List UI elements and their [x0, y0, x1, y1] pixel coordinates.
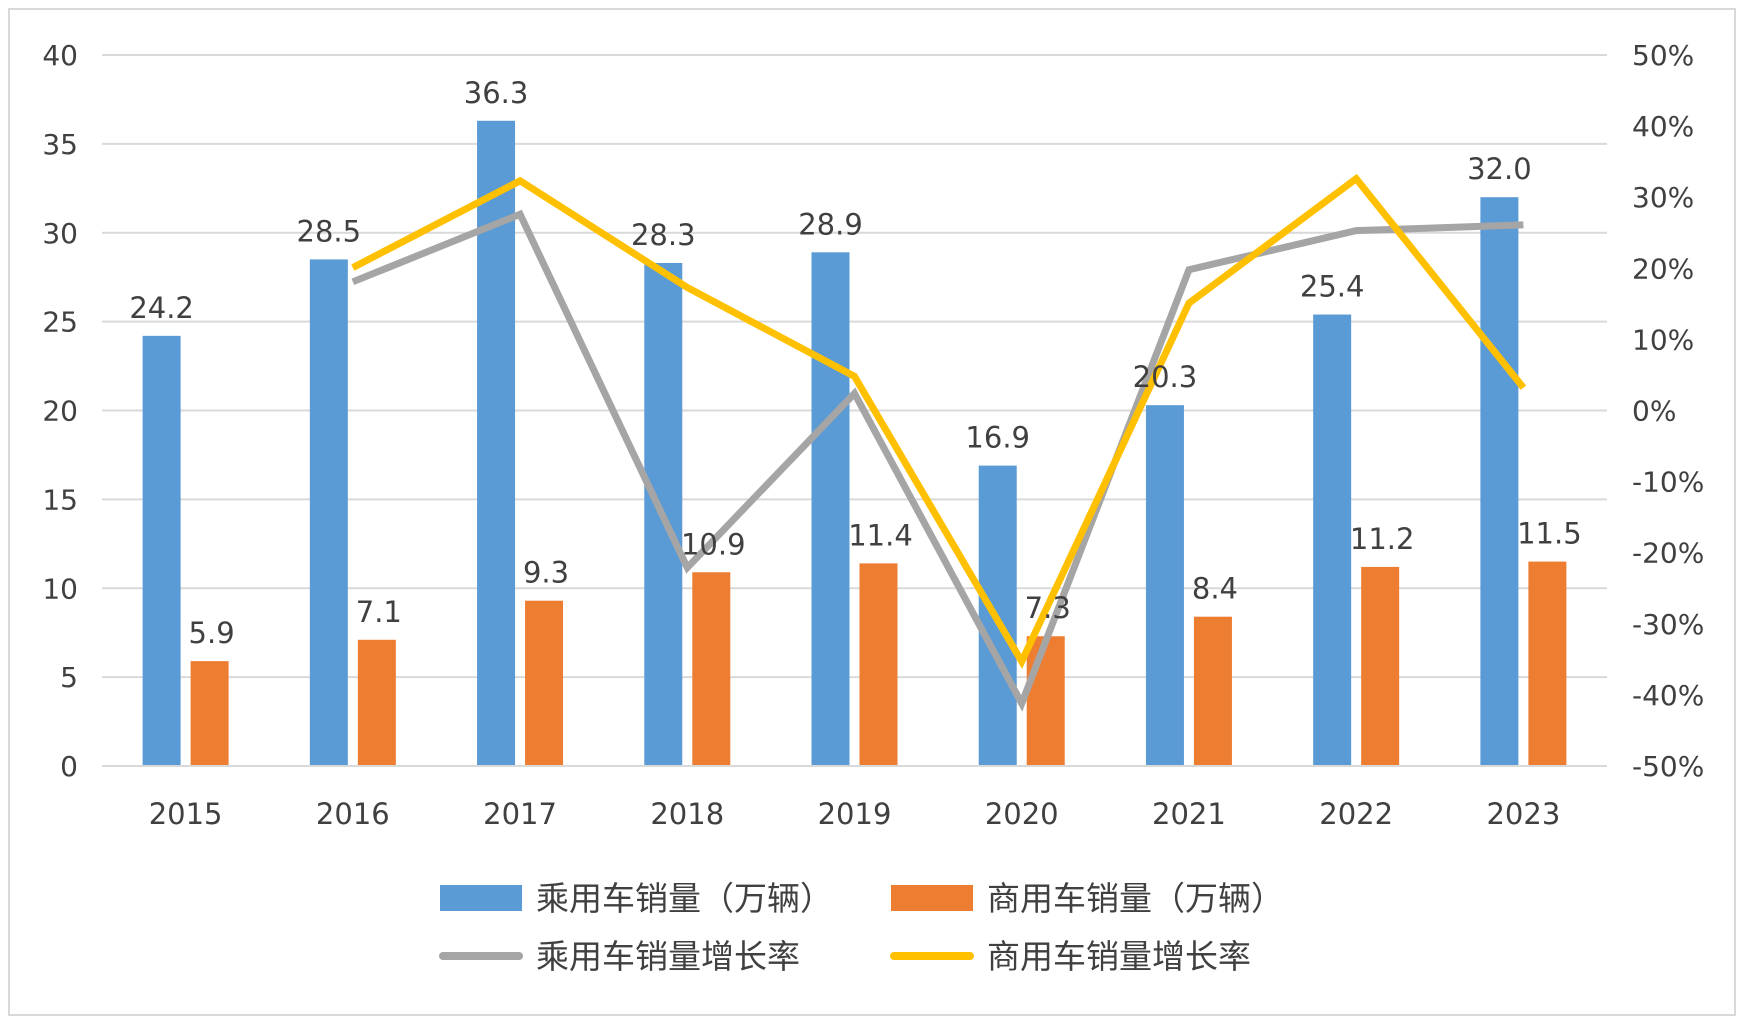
right-tick-label: 40%: [1632, 110, 1694, 143]
data-label: 24.2: [129, 291, 194, 325]
left-tick-label: 10: [42, 572, 78, 605]
data-label: 9.3: [523, 556, 569, 590]
data-label: 11.2: [1350, 522, 1415, 556]
right-tick-label: -20%: [1632, 537, 1704, 570]
left-tick-label: 0: [60, 750, 78, 783]
bar-passenger: [309, 259, 348, 766]
bar-passenger: [1313, 314, 1352, 766]
left-tick-label: 20: [42, 395, 78, 428]
data-label: 7.3: [1025, 591, 1071, 625]
x-tick-label: 2022: [1319, 797, 1393, 831]
data-label: 11.5: [1517, 517, 1582, 551]
legend-label: 乘用车销量增长率: [536, 937, 800, 976]
data-label: 25.4: [1300, 270, 1365, 304]
data-label: 5.9: [189, 616, 235, 650]
x-tick-label: 2018: [650, 797, 724, 831]
right-tick-label: -30%: [1632, 608, 1704, 641]
x-tick-label: 2019: [818, 797, 892, 831]
line-commercial-growth: [351, 173, 1527, 670]
left-tick-label: 35: [42, 128, 78, 161]
data-label: 28.3: [631, 218, 696, 252]
legend-label: 商用车销量增长率: [987, 937, 1251, 976]
bar-commercial: [1528, 561, 1567, 766]
left-tick-label: 30: [42, 217, 78, 250]
x-tick-label: 2017: [483, 797, 557, 831]
right-tick-label: 0%: [1632, 395, 1676, 428]
right-tick-label: -10%: [1632, 466, 1704, 499]
right-tick-label: 10%: [1632, 323, 1694, 356]
data-label: 20.3: [1133, 360, 1198, 394]
data-label: 28.5: [297, 214, 362, 248]
x-tick-label: 2016: [316, 797, 390, 831]
data-label: 36.3: [464, 76, 529, 110]
right-tick-label: -40%: [1632, 679, 1704, 712]
left-tick-label: 25: [42, 306, 78, 339]
bar-passenger: [142, 335, 181, 766]
legend-swatch: [440, 885, 522, 911]
left-tick-label: 15: [42, 483, 78, 516]
bar-passenger: [811, 252, 850, 767]
data-label: 8.4: [1192, 572, 1238, 606]
data-label: 28.9: [798, 207, 863, 241]
left-tick-label: 40: [42, 39, 78, 72]
right-tick-label: -50%: [1632, 750, 1704, 783]
bar-commercial: [692, 572, 731, 766]
x-tick-label: 2020: [985, 797, 1059, 831]
left-tick-label: 5: [60, 661, 78, 694]
bar-commercial: [190, 661, 229, 766]
bar-commercial: [1026, 636, 1065, 766]
data-label: 7.1: [356, 595, 402, 629]
bar-commercial: [357, 639, 396, 766]
chart-frame: [8, 8, 1736, 1016]
right-tick-label: 30%: [1632, 181, 1694, 214]
data-label: 11.4: [848, 518, 913, 552]
bar-commercial: [1193, 616, 1232, 766]
bar-commercial: [1361, 566, 1400, 766]
x-tick-label: 2021: [1152, 797, 1226, 831]
x-tick-label: 2023: [1486, 797, 1560, 831]
line-passenger-growth: [351, 209, 1524, 712]
legend-swatch: [891, 885, 973, 911]
data-label: 10.9: [681, 527, 746, 561]
legend-label: 乘用车销量（万辆）: [536, 879, 833, 918]
bar-passenger: [1145, 405, 1184, 766]
right-tick-label: 50%: [1632, 39, 1694, 72]
bar-commercial: [859, 563, 898, 766]
bar-commercial: [525, 600, 564, 766]
data-label: 32.0: [1467, 152, 1532, 186]
x-tick-label: 2015: [149, 797, 223, 831]
bar-passenger: [1480, 197, 1519, 766]
right-tick-label: 20%: [1632, 252, 1694, 285]
legend-label: 商用车销量（万辆）: [987, 879, 1284, 918]
data-label: 16.9: [965, 421, 1030, 455]
